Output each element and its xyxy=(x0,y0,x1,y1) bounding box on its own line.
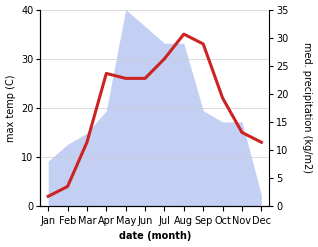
Y-axis label: max temp (C): max temp (C) xyxy=(5,74,16,142)
X-axis label: date (month): date (month) xyxy=(119,231,191,242)
Y-axis label: med. precipitation (kg/m2): med. precipitation (kg/m2) xyxy=(302,42,313,173)
